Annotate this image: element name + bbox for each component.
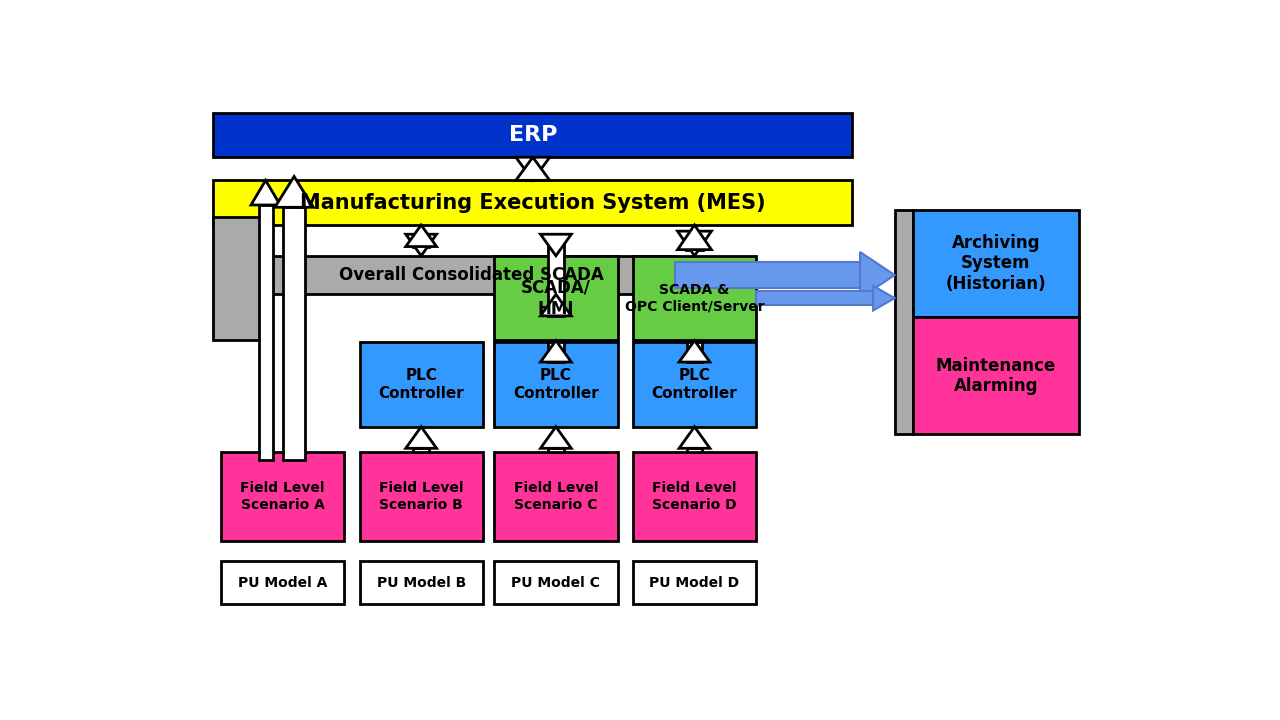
Polygon shape [680,341,710,362]
Polygon shape [873,286,895,310]
Polygon shape [677,231,712,256]
Polygon shape [406,234,436,256]
Polygon shape [677,225,712,250]
Bar [676,262,860,288]
Text: Field Level
Scenario C: Field Level Scenario C [513,482,598,511]
Polygon shape [860,252,895,298]
Bar [632,562,756,604]
Bar [913,210,1079,318]
Bar [548,342,563,362]
Bar [259,205,273,460]
Text: PU Model A: PU Model A [238,576,328,590]
Bar [360,562,483,604]
Text: Field Level
Scenario B: Field Level Scenario B [379,482,463,511]
Polygon shape [406,225,436,246]
Bar [413,234,429,246]
Text: PLC
Controller: PLC Controller [652,368,737,400]
Bar [494,452,617,541]
Polygon shape [540,341,571,362]
Text: PU Model B: PU Model B [376,576,466,590]
Bar [632,256,756,341]
Bar [283,207,305,460]
Bar [214,112,852,157]
Bar [632,452,756,541]
Bar [221,562,344,604]
Bar [632,342,756,427]
Bar [360,452,483,541]
Polygon shape [516,157,549,180]
Bar [221,452,344,541]
Text: PU Model C: PU Model C [512,576,600,590]
Bar [913,318,1079,434]
Bar [756,292,873,305]
Bar [494,342,617,427]
Bar [548,449,563,452]
Bar [525,157,541,180]
Bar [494,562,617,604]
Bar [548,234,563,316]
Bar [494,256,617,341]
Text: ERP: ERP [508,125,557,145]
Text: PU Model D: PU Model D [649,576,740,590]
Text: Maintenance
Alarming: Maintenance Alarming [936,356,1056,395]
Polygon shape [406,427,436,449]
Bar [686,231,703,250]
Text: Archiving
System
(Historian): Archiving System (Historian) [946,234,1046,293]
Bar [214,217,264,341]
Polygon shape [540,427,571,449]
Bar [360,342,483,427]
Polygon shape [680,427,710,449]
Bar [687,342,703,362]
Polygon shape [516,157,549,180]
Bar [268,256,676,294]
Text: PLC
Controller: PLC Controller [379,368,465,400]
Bar [687,449,703,452]
Text: PLC
Controller: PLC Controller [513,368,599,400]
Bar [214,180,852,225]
Text: SCADA/
HMI: SCADA/ HMI [521,279,591,318]
Polygon shape [275,176,314,207]
Text: Overall Consolidated SCADA: Overall Consolidated SCADA [339,266,604,284]
Text: Field Level
Scenario A: Field Level Scenario A [241,482,325,511]
Text: Field Level
Scenario D: Field Level Scenario D [653,482,737,511]
Polygon shape [251,180,280,205]
Polygon shape [540,294,571,316]
Bar [895,210,913,434]
Bar [413,449,429,452]
Text: SCADA &
OPC Client/Server: SCADA & OPC Client/Server [625,283,764,313]
Text: Manufacturing Execution System (MES): Manufacturing Execution System (MES) [300,193,765,212]
Polygon shape [540,234,571,256]
